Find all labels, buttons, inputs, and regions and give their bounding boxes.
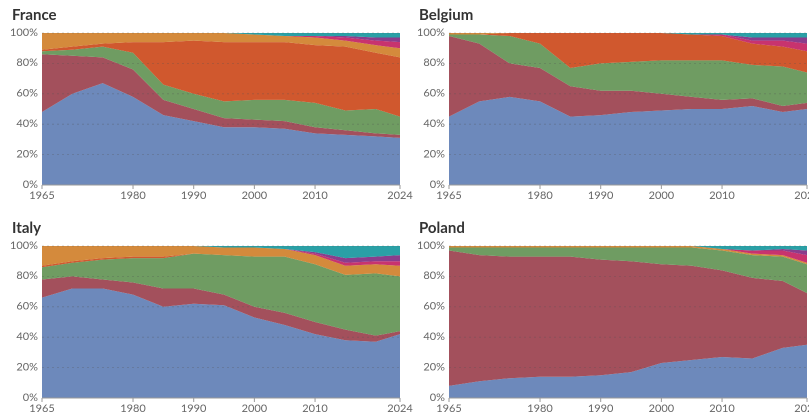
x-tick-label: 2000 — [242, 402, 268, 415]
y-tick-label: 60% — [16, 87, 38, 100]
panel: Italy 0% 20% 40% 60% 80% 100% 1965 1980 1990 2000 2… — [10, 219, 413, 415]
y-tick-label: 60% — [423, 87, 445, 100]
y-tick-label: 0% — [23, 391, 38, 404]
y-tick-label: 40% — [423, 330, 445, 343]
area — [449, 36, 807, 117]
y-tick-label: 40% — [16, 330, 38, 343]
area — [42, 288, 400, 398]
area — [449, 33, 807, 73]
x-tick-label: 1980 — [527, 189, 553, 202]
area — [42, 33, 400, 38]
x-tick-label: 1965 — [436, 402, 462, 415]
area — [42, 253, 400, 336]
x-tick-label: 1980 — [120, 189, 146, 202]
area — [42, 46, 400, 135]
area — [449, 96, 807, 185]
x-tick-label: 2024 — [387, 189, 413, 202]
x-tick-label: 2000 — [649, 402, 675, 415]
area — [449, 247, 807, 294]
y-tick-label: 60% — [16, 300, 38, 313]
chart-title: France — [12, 6, 57, 24]
y-tick-label: 80% — [423, 56, 445, 69]
panel: Belgium 0% 20% 40% 60% 80% 100% 1965 1980 1990 200… — [417, 6, 809, 202]
area — [449, 344, 807, 398]
x-tick-label: 1990 — [181, 189, 207, 202]
x-tick-label: 1965 — [29, 189, 55, 202]
y-tick-label: 20% — [423, 147, 445, 160]
panel: Poland 0% 20% 40% 60% 80% 100% 1965 1980 1990 2000… — [417, 219, 809, 415]
chart-title: Belgium — [419, 6, 473, 24]
area — [42, 276, 400, 342]
area — [42, 246, 400, 259]
chart-title: Poland — [419, 219, 465, 237]
area — [449, 250, 807, 386]
x-tick-label: 2024 — [794, 402, 809, 415]
y-tick-label: 40% — [423, 117, 445, 130]
area — [42, 83, 400, 185]
area — [449, 34, 807, 106]
x-tick-label: 1965 — [436, 189, 462, 202]
x-tick-label: 2024 — [794, 189, 809, 202]
x-tick-label: 1965 — [29, 402, 55, 415]
chart-title: Italy — [12, 219, 41, 237]
area — [449, 246, 807, 251]
y-tick-label: 20% — [16, 147, 38, 160]
y-tick-label: 60% — [423, 300, 445, 313]
x-tick-label: 2010 — [302, 402, 328, 415]
x-tick-label: 1990 — [588, 189, 614, 202]
x-tick-label: 1980 — [120, 402, 146, 415]
y-tick-label: 100% — [417, 26, 445, 39]
y-tick-label: 80% — [16, 269, 38, 282]
x-tick-label: 2010 — [709, 402, 735, 415]
area — [42, 33, 400, 58]
area — [42, 246, 400, 263]
y-tick-label: 80% — [423, 269, 445, 282]
y-tick-label: 100% — [10, 26, 38, 39]
y-tick-label: 100% — [10, 239, 38, 252]
y-tick-label: 100% — [417, 239, 445, 252]
area — [42, 33, 400, 49]
x-tick-label: 1990 — [588, 402, 614, 415]
x-tick-label: 2024 — [387, 402, 413, 415]
y-tick-label: 0% — [430, 178, 445, 191]
area — [449, 33, 807, 38]
area — [42, 40, 400, 117]
y-tick-label: 40% — [16, 117, 38, 130]
y-tick-label: 0% — [23, 178, 38, 191]
area — [42, 54, 400, 138]
x-tick-label: 2000 — [242, 189, 268, 202]
x-tick-label: 2010 — [709, 189, 735, 202]
y-tick-label: 80% — [16, 56, 38, 69]
y-tick-label: 20% — [16, 360, 38, 373]
x-tick-label: 2000 — [649, 189, 675, 202]
area — [42, 246, 400, 266]
x-tick-label: 1980 — [527, 402, 553, 415]
panel: France 0% 20% 40% 60% 80% 100% 1965 1980 1990 2000… — [10, 6, 413, 202]
area — [42, 246, 400, 277]
x-tick-label: 1990 — [181, 402, 207, 415]
y-tick-label: 0% — [430, 391, 445, 404]
y-tick-label: 20% — [423, 360, 445, 373]
x-tick-label: 2010 — [302, 189, 328, 202]
